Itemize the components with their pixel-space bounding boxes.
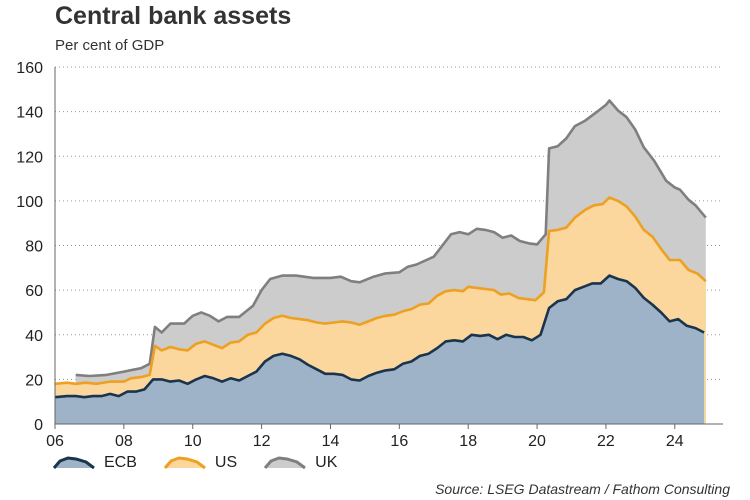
y-tick-label-20: 20 — [25, 372, 43, 389]
legend-label-ecb: ECB — [104, 454, 137, 471]
y-tick-label-40: 40 — [25, 328, 43, 345]
x-tick-label-18: 18 — [459, 433, 477, 450]
x-tick-label-08: 08 — [115, 433, 133, 450]
x-tick-label-06: 06 — [46, 433, 64, 450]
chart-title: Central bank assets — [55, 2, 292, 30]
legend-label-uk: UK — [315, 454, 338, 471]
x-tick-label-16: 16 — [390, 433, 408, 450]
legend-swatch-uk — [264, 456, 307, 470]
y-tick-label-0: 0 — [34, 417, 43, 434]
series-line-uk — [75, 99, 707, 378]
legend-label-us: US — [214, 454, 238, 471]
source-note: Source: LSEG Datastream / Fathom Consult… — [435, 481, 730, 497]
legend-item-us: US — [163, 454, 237, 472]
x-tick-label-24: 24 — [666, 433, 684, 450]
y-tick-label-160: 160 — [16, 60, 43, 77]
x-tick-label-22: 22 — [597, 433, 615, 450]
area-ecb — [55, 275, 705, 424]
y-tick-label-60: 60 — [25, 283, 43, 300]
x-tick-label-12: 12 — [253, 433, 271, 450]
x-tick-label-20: 20 — [528, 433, 546, 450]
legend-item-uk: UK — [263, 454, 337, 472]
x-tick-label-10: 10 — [184, 433, 202, 450]
legend-swatch-us — [163, 456, 206, 470]
y-tick-label-80: 80 — [25, 239, 43, 256]
legend-item-ecb: ECB — [52, 454, 137, 472]
series-line-us — [54, 196, 707, 386]
legend-swatch-ecb — [52, 456, 95, 470]
y-tick-label-120: 120 — [16, 149, 43, 166]
series-line-ecb — [54, 274, 705, 399]
x-tick-label-14: 14 — [322, 433, 340, 450]
y-tick-label-100: 100 — [16, 194, 43, 211]
legend: ECB US UK — [52, 454, 337, 472]
y-tick-label-140: 140 — [16, 105, 43, 122]
chart-subtitle: Per cent of GDP — [55, 37, 165, 54]
